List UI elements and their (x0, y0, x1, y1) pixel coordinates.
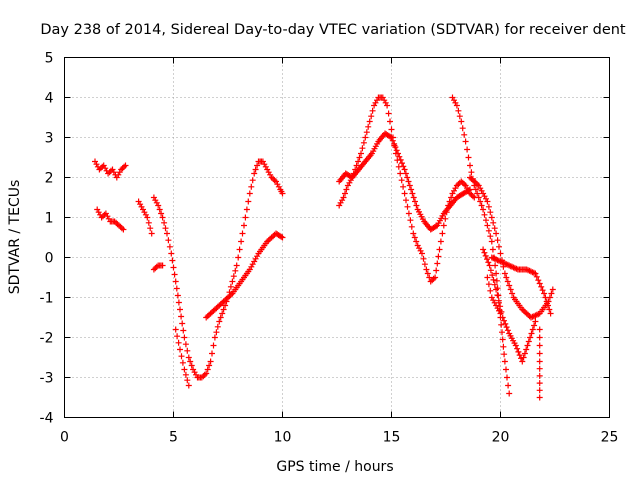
series-markers (135, 198, 155, 237)
tick-labels: 0 5 10 15 20 25 -4 -3 -2 -1 0 1 2 3 4 5 (40, 51, 619, 446)
series-f (150, 262, 166, 273)
y-tick-label: 5 (45, 51, 54, 67)
series-markers (172, 326, 192, 389)
x-tick-label: 15 (383, 430, 401, 446)
series-markers (150, 158, 286, 381)
x-tick-label: 20 (492, 430, 510, 446)
y-tick-label: -4 (40, 411, 54, 427)
grid (64, 57, 610, 418)
series-a (92, 158, 129, 181)
series-j (449, 94, 513, 397)
series-k (467, 174, 556, 321)
y-tick-label: 4 (45, 91, 54, 107)
series-markers (480, 246, 539, 365)
y-tick-label: -2 (40, 331, 54, 347)
series-e (172, 326, 192, 389)
y-tick-label: 2 (45, 171, 54, 187)
series-markers (488, 254, 554, 317)
x-tick-label: 5 (169, 430, 178, 446)
plot-frame (64, 57, 610, 418)
y-tick-label: -3 (40, 371, 54, 387)
x-tick-label: 0 (60, 430, 69, 446)
series-markers (536, 326, 543, 401)
axis-ticks (64, 57, 610, 418)
series-h (336, 94, 478, 285)
series-b (94, 206, 127, 233)
series-markers (150, 262, 166, 273)
series-markers (449, 94, 513, 397)
y-axis-label: SDTVAR / TECUs (7, 180, 23, 295)
series-markers (92, 158, 129, 181)
x-axis-label: GPS time / hours (276, 459, 393, 475)
chart-title: Day 238 of 2014, Sidereal Day-to-day VTE… (40, 22, 626, 38)
y-tick-label: 3 (45, 131, 54, 147)
series-markers (467, 174, 556, 321)
series-markers (336, 130, 473, 233)
series-markers (484, 274, 504, 317)
series-markers (336, 94, 478, 285)
series-d (150, 158, 286, 381)
y-tick-label: -1 (40, 291, 54, 307)
series-m (488, 254, 554, 317)
series-markers (94, 206, 127, 233)
series-g (203, 230, 286, 321)
x-tick-label: 25 (601, 430, 619, 446)
series-o (484, 274, 504, 317)
series-markers (203, 230, 286, 321)
y-tick-label: 0 (45, 251, 54, 267)
y-tick-label: 1 (45, 211, 54, 227)
series-l (480, 246, 539, 365)
series-n (536, 326, 543, 401)
x-tick-label: 10 (274, 430, 292, 446)
series-i (336, 130, 473, 233)
data-series (92, 94, 556, 401)
series-c (135, 198, 155, 237)
